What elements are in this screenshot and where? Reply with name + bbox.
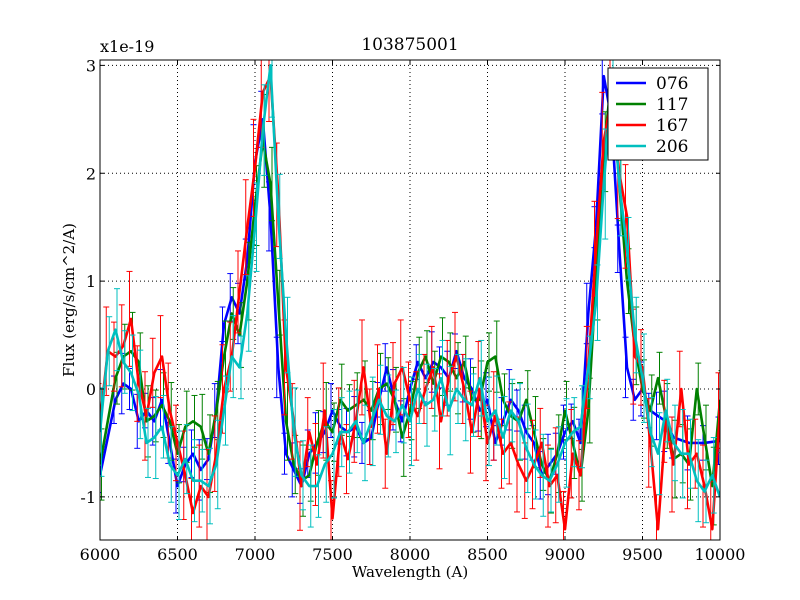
chart-title: 103875001 bbox=[361, 35, 458, 55]
y-axis-label: Flux (erg/s/cm^2/A) bbox=[60, 223, 78, 377]
series-layer bbox=[100, 60, 720, 540]
x-tick-label: 9500 bbox=[622, 545, 663, 564]
series-line-076 bbox=[100, 74, 720, 488]
x-tick-label: 8500 bbox=[467, 545, 508, 564]
x-tick-label: 6000 bbox=[80, 545, 121, 564]
legend-label: 167 bbox=[656, 116, 688, 136]
x-tick-label: 8000 bbox=[390, 545, 431, 564]
x-tick-label: 10000 bbox=[695, 545, 746, 564]
y-tick-label: 2 bbox=[86, 164, 96, 183]
y-tick-label: 0 bbox=[86, 380, 96, 399]
y-tick-label: 1 bbox=[86, 272, 96, 291]
legend-label: 206 bbox=[656, 137, 688, 157]
x-axis-label: Wavelength (A) bbox=[352, 563, 468, 581]
legend-label: 117 bbox=[656, 95, 688, 115]
x-tick-label: 9000 bbox=[545, 545, 586, 564]
axis-ticks: 6000 6500 7000 7500 8000 8500 9000 9500 10000 -1 0… bbox=[80, 56, 746, 564]
x-tick-label: 6500 bbox=[157, 545, 198, 564]
y-tick-label: 3 bbox=[86, 56, 96, 75]
x-tick-label: 7000 bbox=[235, 545, 276, 564]
grid bbox=[100, 60, 720, 540]
legend-label: 076 bbox=[656, 74, 688, 94]
x-tick-label: 7500 bbox=[312, 545, 353, 564]
y-multiplier-label: x1e-19 bbox=[100, 37, 154, 56]
y-tick-label: -1 bbox=[80, 488, 96, 507]
